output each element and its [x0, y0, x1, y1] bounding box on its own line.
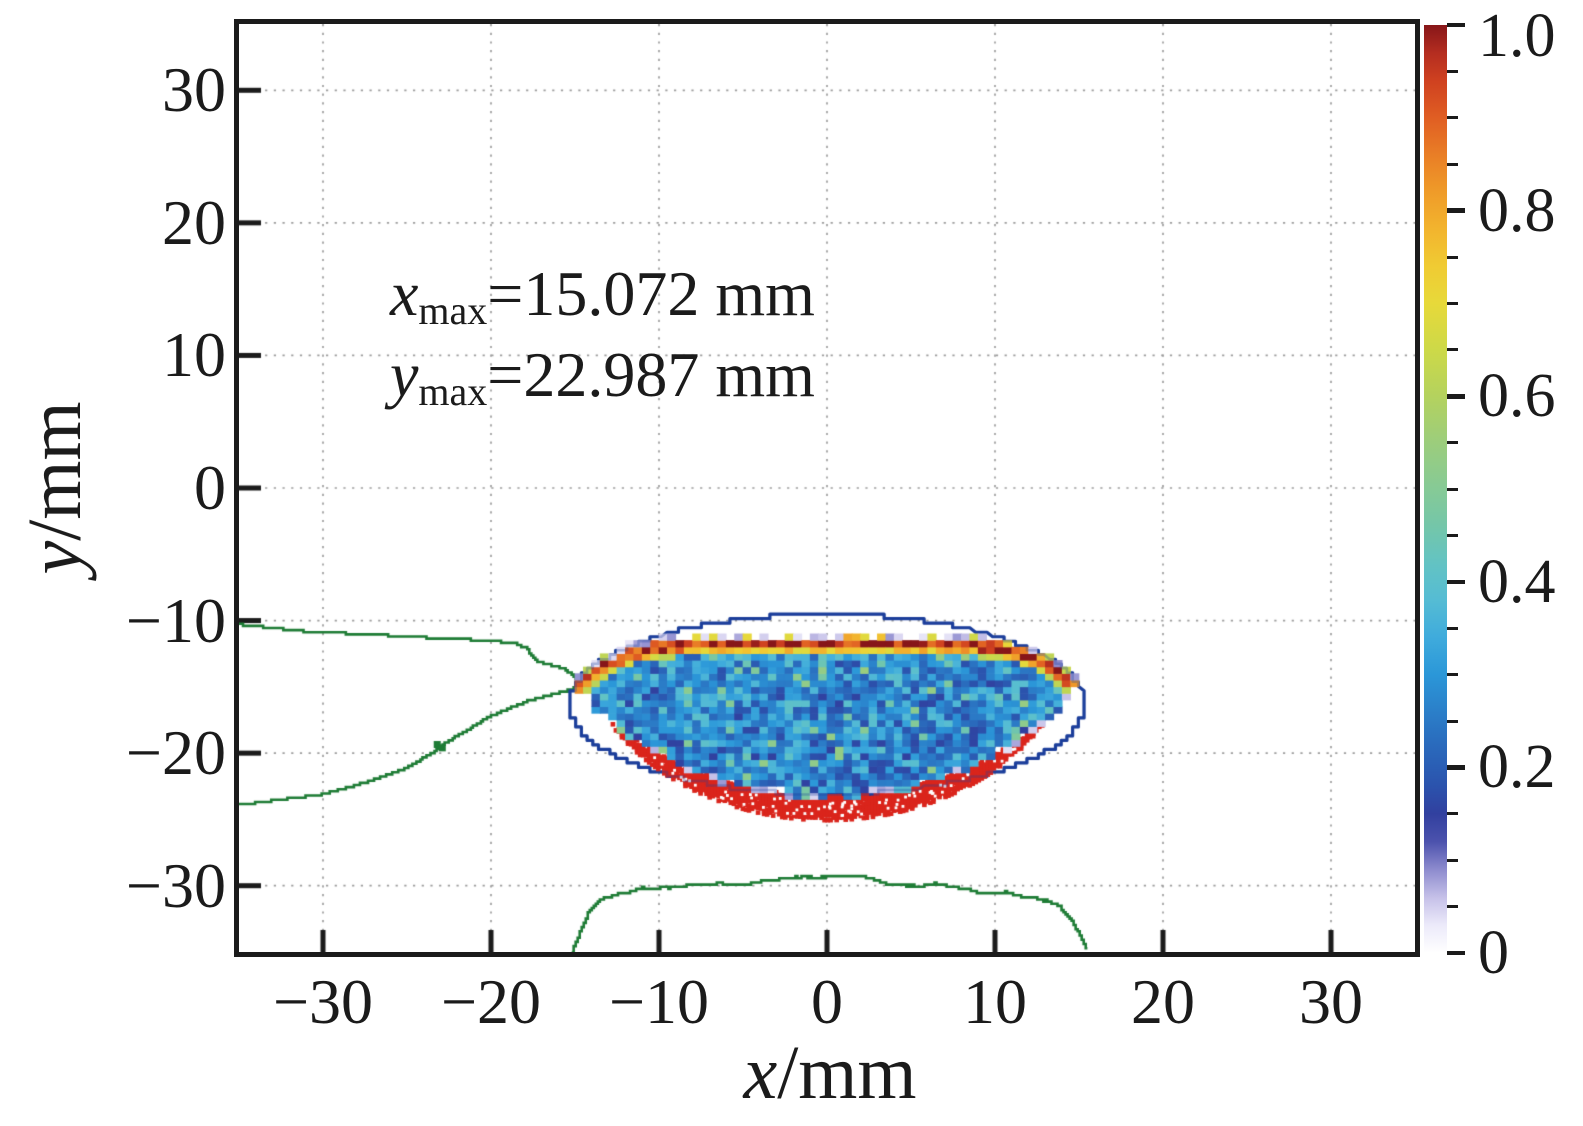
- colorbar-minor-tick: [1447, 673, 1458, 677]
- colorbar-minor-tick: [1447, 255, 1458, 259]
- colorbar-minor-tick: [1447, 812, 1458, 816]
- colorbar-minor-tick: [1447, 116, 1458, 120]
- annotation-line: ymax=22.987 mm: [390, 343, 815, 412]
- y-tick-label: 20: [162, 186, 226, 258]
- colorbar-minor-tick: [1447, 626, 1458, 630]
- y-tick-label: 30: [162, 54, 226, 126]
- annotation-value: =15.072 mm: [487, 258, 815, 329]
- y-tick-label: 0: [194, 452, 226, 523]
- colorbar-major-tick: [1447, 579, 1465, 585]
- y-axis-variable: y: [13, 540, 97, 575]
- colorbar-tick-label: 0.8: [1478, 176, 1556, 245]
- y-axis-label: y/mm: [13, 401, 97, 574]
- colorbar-tick-label: 0.4: [1478, 547, 1556, 616]
- colorbar-major-tick: [1447, 22, 1465, 28]
- colorbar-minor-tick: [1447, 348, 1458, 352]
- annotation-line: xmax=15.072 mm: [390, 262, 815, 331]
- colorbar-minor-tick: [1447, 533, 1458, 537]
- y-tick-label: −20: [125, 717, 226, 789]
- colorbar-minor-tick: [1447, 858, 1458, 862]
- x-tick-label: 30: [1299, 966, 1363, 1037]
- colorbar-gradient: [1424, 25, 1447, 953]
- colorbar-tick-label: 1.0: [1478, 2, 1556, 70]
- y-tick-label: −10: [125, 584, 226, 656]
- x-axis-label: x/mm: [743, 1035, 916, 1111]
- annotation-value: =22.987 mm: [487, 339, 815, 410]
- x-tick-label: −30: [272, 966, 374, 1037]
- colorbar-minor-tick: [1447, 69, 1458, 73]
- x-tick-label: 10: [963, 966, 1027, 1037]
- colorbar-minor-tick: [1447, 162, 1458, 166]
- colorbar-tick-label: 0.2: [1478, 733, 1556, 802]
- colorbar-major-tick: [1447, 765, 1465, 770]
- colorbar-minor-tick: [1447, 905, 1458, 909]
- plot-area: xmax=15.072 mm ymax=22.987 mm: [234, 19, 1420, 957]
- x-tick-label: −10: [608, 966, 710, 1037]
- colorbar-minor-tick: [1447, 441, 1458, 445]
- colorbar: [1424, 25, 1447, 953]
- annotation-variable: y: [390, 339, 419, 410]
- x-tick-label: −20: [440, 966, 542, 1037]
- colorbar-minor-tick: [1447, 487, 1458, 491]
- colorbar-minor-tick: [1447, 719, 1458, 723]
- x-axis-unit: /mm: [777, 1031, 917, 1115]
- colorbar-major-tick: [1447, 394, 1465, 399]
- annotation-variable: x: [390, 258, 419, 329]
- y-axis-unit: /mm: [13, 401, 97, 541]
- colorbar-tick-label: 0.6: [1478, 362, 1556, 431]
- x-axis-variable: x: [743, 1031, 778, 1115]
- colorbar-major-tick: [1447, 208, 1465, 213]
- annotation-subscript: max: [418, 368, 488, 414]
- colorbar-major-tick: [1447, 950, 1465, 956]
- y-tick-label: −30: [125, 849, 226, 921]
- colorbar-tick-label: 0: [1478, 919, 1509, 987]
- x-tick-label: 0: [811, 966, 843, 1037]
- heatmap-plot-canvas: [239, 24, 1415, 952]
- y-tick-label: 10: [162, 319, 226, 391]
- annotation-subscript: max: [418, 287, 488, 333]
- x-tick-label: 20: [1131, 966, 1195, 1037]
- colorbar-minor-tick: [1447, 301, 1458, 305]
